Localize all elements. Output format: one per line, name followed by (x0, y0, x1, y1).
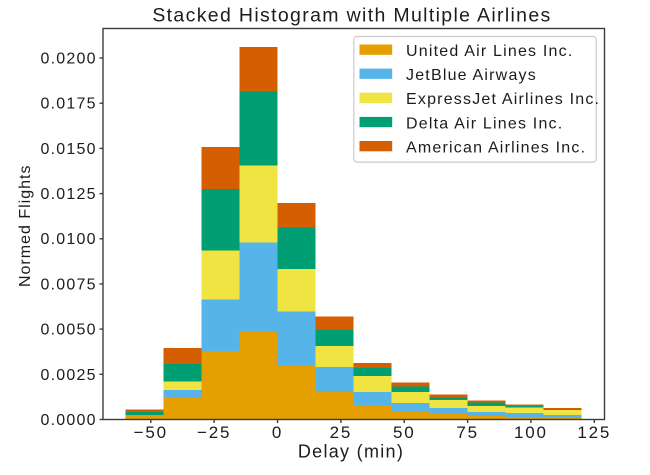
svg-text:JetBlue Airways: JetBlue Airways (406, 67, 537, 84)
svg-text:0.0025: 0.0025 (41, 367, 97, 384)
svg-text:ExpressJet Airlines Inc.: ExpressJet Airlines Inc. (406, 91, 600, 108)
svg-text:0.0200: 0.0200 (41, 51, 97, 68)
svg-text:United Air Lines Inc.: United Air Lines Inc. (406, 43, 574, 60)
svg-text:50: 50 (393, 423, 416, 442)
svg-text:Delay (min): Delay (min) (298, 441, 404, 461)
svg-text:75: 75 (456, 423, 479, 442)
svg-text:0.0050: 0.0050 (41, 322, 97, 339)
svg-text:0: 0 (272, 423, 283, 442)
svg-text:0.0000: 0.0000 (41, 412, 97, 429)
svg-text:Normed Flights: Normed Flights (17, 165, 34, 287)
svg-text:0.0150: 0.0150 (41, 141, 97, 158)
svg-text:125: 125 (577, 423, 611, 442)
svg-text:0.0175: 0.0175 (41, 96, 97, 113)
svg-text:100: 100 (514, 423, 548, 442)
svg-text:0.0100: 0.0100 (41, 231, 97, 248)
svg-text:−25: −25 (197, 423, 231, 442)
svg-text:American Airlines Inc.: American Airlines Inc. (406, 139, 586, 156)
svg-text:Stacked Histogram with Multipl: Stacked Histogram with Multiple Airlines (152, 5, 551, 27)
svg-text:25: 25 (330, 423, 353, 442)
svg-text:0.0075: 0.0075 (41, 276, 97, 293)
svg-text:Delta Air Lines Inc.: Delta Air Lines Inc. (406, 115, 563, 132)
svg-text:0.0125: 0.0125 (41, 186, 97, 203)
svg-text:−50: −50 (134, 423, 168, 442)
